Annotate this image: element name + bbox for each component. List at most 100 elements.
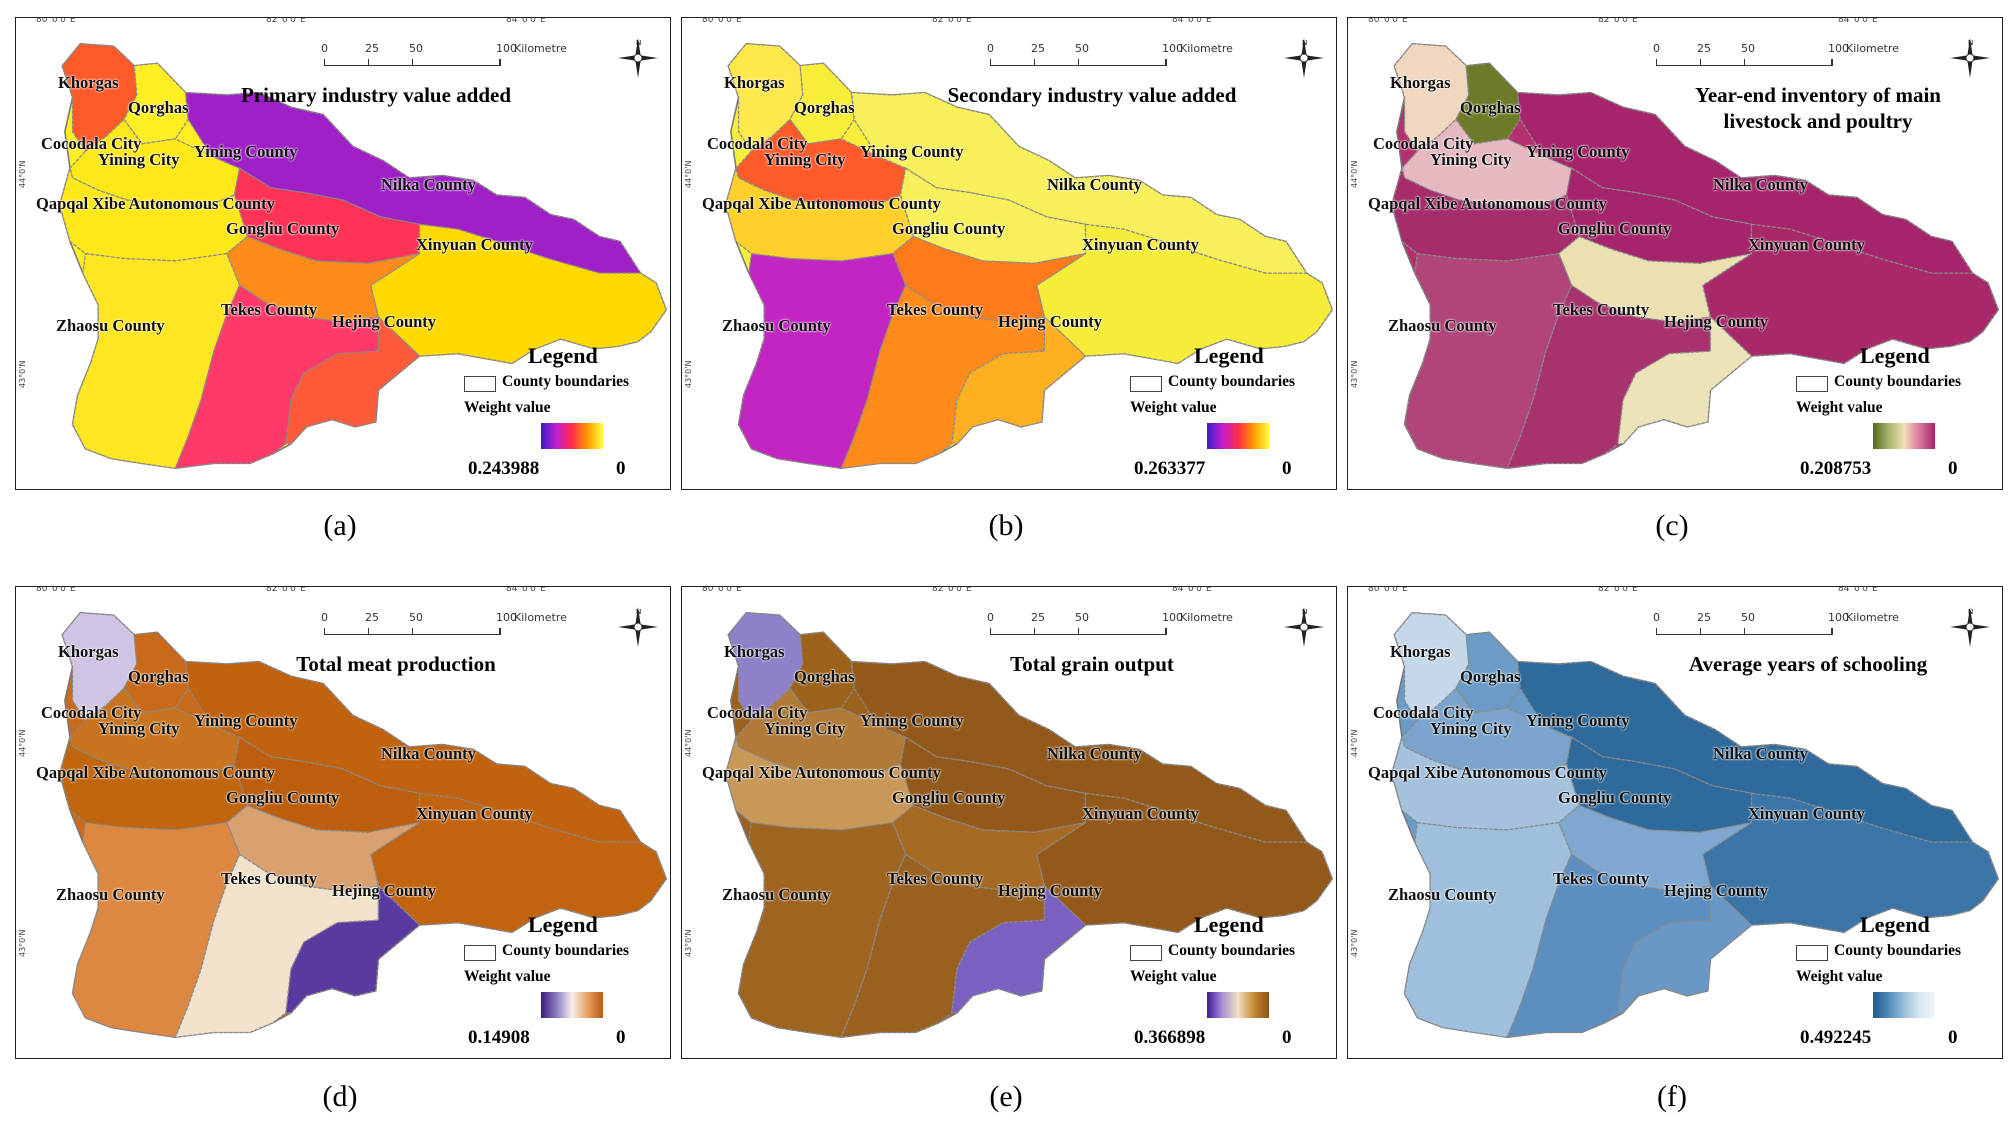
county-label-yining-county: Yining County (860, 142, 964, 161)
county-region-xinyuan (1701, 223, 1999, 365)
county-label-qorghas: Qorghas (1460, 667, 1521, 686)
map-panel: 80°0'0"E 82°0'0"E 84°0'0"E 44°0'N 43°0'N 0 25 5… (681, 17, 1337, 490)
county-label-hejing: Hejing County (1664, 881, 1769, 900)
longitude-tick-label: 84°0'0"E (506, 586, 546, 594)
longitude-ticks: 80°0'0"E 82°0'0"E 84°0'0"E (1348, 17, 2002, 26)
county-label-khorgas: Khorgas (58, 642, 119, 661)
county-label-nilka: Nilka County (1713, 175, 1808, 194)
north-arrow-icon: N (1282, 605, 1326, 649)
svg-text:N: N (636, 608, 641, 616)
county-region-zhaosu (1403, 252, 1573, 469)
county-label-tekes: Tekes County (1553, 869, 1650, 888)
county-label-qapqal: Qapqal Xibe Autonomous County (702, 194, 941, 213)
county-label-yining-county: Yining County (1526, 142, 1630, 161)
county-region-qorghas (1455, 631, 1521, 714)
county-label-tekes: Tekes County (221, 300, 318, 319)
county-label-cocodala: Cocodala City (707, 134, 808, 153)
scale-label: 100 (1828, 611, 1849, 624)
legend-weight-label: Weight value (1796, 399, 1883, 416)
longitude-tick-label: 80°0'0"E (702, 586, 742, 594)
county-region-zhaosu (71, 252, 241, 469)
north-arrow-icon: N (1948, 36, 1992, 80)
scale-bar: 0 25 50 100 Kilometre (321, 32, 567, 72)
scale-label: 0 (321, 611, 328, 624)
longitude-tick-label: 82°0'0"E (1598, 586, 1638, 594)
county-region-hejing (285, 315, 421, 445)
longitude-tick-label: 80°0'0"E (36, 17, 76, 25)
county-label-qorghas: Qorghas (1460, 98, 1521, 117)
legend-boundaries-label: County boundaries (1834, 942, 1962, 959)
panel-caption: (a) (323, 509, 357, 542)
scale-unit: Kilometre (514, 42, 567, 55)
county-label-cocodala: Cocodala City (707, 703, 808, 722)
map-title: Secondary industry value added (947, 83, 1237, 107)
color-ramp (1873, 992, 1935, 1018)
county-label-yining-city: Yining City (1430, 719, 1512, 738)
scale-label: 25 (365, 611, 379, 624)
map-panel: 80°0'0"E 82°0'0"E 84°0'0"E 44°0'N 43°0'N 0 25 5… (15, 586, 671, 1059)
county-region-zhaosu (737, 821, 907, 1038)
longitude-tick-label: 82°0'0"E (1598, 17, 1638, 25)
color-ramp (541, 423, 603, 449)
scale-label: 0 (321, 42, 328, 55)
study-area-map (724, 42, 1334, 470)
county-region-qorghas (789, 631, 855, 714)
study-area-map (58, 611, 668, 1039)
county-region-xinyuan (1035, 223, 1333, 365)
scale-unit: Kilometre (1846, 611, 1899, 624)
legend-weight-label: Weight value (1130, 968, 1217, 985)
longitude-tick-label: 84°0'0"E (1838, 586, 1878, 594)
scale-bar: 0 25 50 100 Kilometre (1653, 32, 1899, 72)
county-label-zhaosu: Zhaosu County (1388, 316, 1497, 335)
county-boundary-swatch (1130, 376, 1162, 392)
scale-label: 100 (496, 42, 517, 55)
panel-caption: (f) (1657, 1080, 1687, 1113)
svg-text:N: N (1968, 39, 1973, 47)
study-area-map (724, 611, 1334, 1039)
legend-max-value: 0.263377 (1134, 458, 1206, 479)
longitude-tick-label: 80°0'0"E (1368, 586, 1408, 594)
county-label-zhaosu: Zhaosu County (722, 316, 831, 335)
longitude-ticks: 80°0'0"E 82°0'0"E 84°0'0"E (682, 586, 1336, 595)
county-label-qorghas: Qorghas (794, 98, 855, 117)
legend-title: Legend (1860, 912, 1930, 937)
county-region-zhaosu (737, 252, 907, 469)
color-ramp (541, 992, 603, 1018)
county-boundary-swatch (1796, 945, 1828, 961)
longitude-tick-label: 82°0'0"E (932, 586, 972, 594)
color-ramp (1207, 423, 1269, 449)
study-area-map (1390, 611, 2000, 1039)
scale-label: 0 (1653, 42, 1660, 55)
county-region-hejing (1617, 884, 1753, 1014)
county-label-qorghas: Qorghas (128, 98, 189, 117)
county-region-zhaosu (1403, 821, 1573, 1038)
county-label-zhaosu: Zhaosu County (56, 885, 165, 904)
county-region-qorghas (123, 631, 189, 714)
county-label-khorgas: Khorgas (58, 73, 119, 92)
north-arrow-icon: N (616, 605, 660, 649)
legend-max-value: 0.14908 (468, 1027, 530, 1048)
color-ramp (1207, 992, 1269, 1018)
longitude-ticks: 80°0'0"E 82°0'0"E 84°0'0"E (1348, 586, 2002, 595)
county-label-nilka: Nilka County (381, 175, 476, 194)
north-arrow-icon: N (1282, 36, 1326, 80)
scale-bar: 0 25 50 100 Kilometre (987, 601, 1233, 641)
county-label-qapqal: Qapqal Xibe Autonomous County (1368, 194, 1607, 213)
county-label-hejing: Hejing County (998, 312, 1103, 331)
latitude-tick-label: 44°0'N (18, 160, 27, 188)
county-label-cocodala: Cocodala City (41, 703, 142, 722)
map-title: Average years of schooling (1688, 652, 1928, 676)
north-arrow-icon: N (1948, 605, 1992, 649)
map-panel: 80°0'0"E 82°0'0"E 84°0'0"E 44°0'N 43°0'N 0 25 5… (15, 17, 671, 490)
county-label-qapqal: Qapqal Xibe Autonomous County (1368, 763, 1607, 782)
svg-text:N: N (1968, 608, 1973, 616)
legend-min-value: 0 (616, 1027, 626, 1048)
scale-bar: 0 25 50 100 Kilometre (321, 601, 567, 641)
longitude-tick-label: 84°0'0"E (1172, 17, 1212, 25)
legend-max-value: 0.208753 (1800, 458, 1872, 479)
scale-label: 25 (1031, 611, 1045, 624)
scale-label: 100 (496, 611, 517, 624)
longitude-tick-label: 84°0'0"E (1838, 17, 1878, 25)
county-label-xinyuan: Xinyuan County (416, 804, 533, 823)
county-label-tekes: Tekes County (1553, 300, 1650, 319)
